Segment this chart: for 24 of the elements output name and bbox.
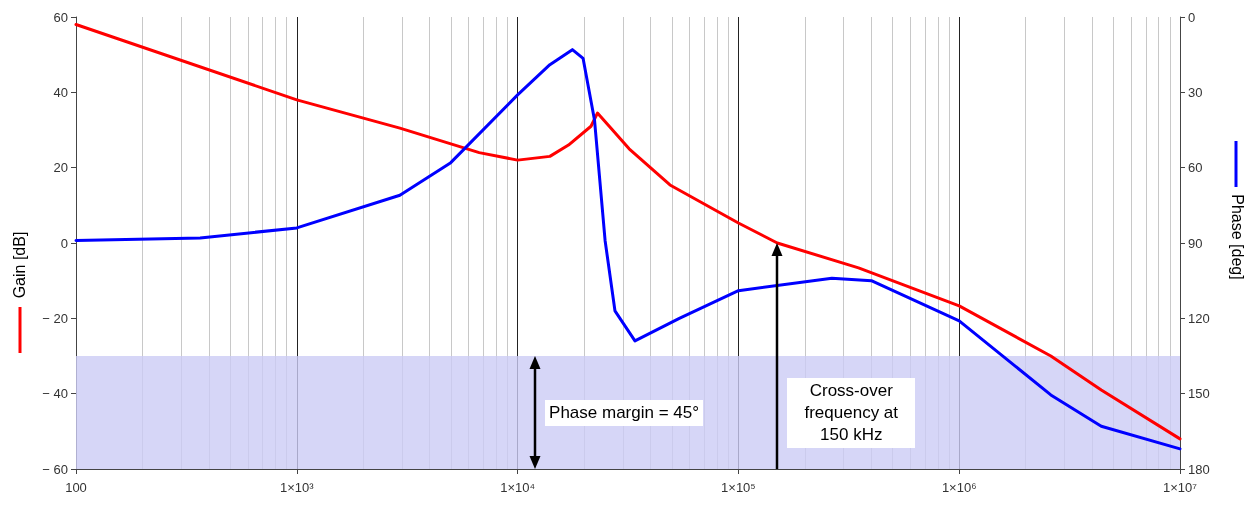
y2-tick-label: 0 xyxy=(1188,9,1196,25)
x-tick-label: 1×10³ xyxy=(279,480,315,495)
x-tick-label: 1×10⁴ xyxy=(500,480,536,495)
y2-tick-label: 180 xyxy=(1188,461,1210,477)
y2-tick-label: 150 xyxy=(1188,386,1210,402)
y2-tick-label: 120 xyxy=(1188,310,1210,326)
y2-axis-title: Phase [deg] xyxy=(1227,194,1246,280)
x-tick-label: 1×10⁵ xyxy=(721,480,756,495)
y-tick-label: 0 xyxy=(60,235,68,251)
ref-line-label: Cross-over frequency at 150 kHz xyxy=(787,377,916,448)
x-tick-label: 1×10⁶ xyxy=(941,480,977,495)
y2-tick-label: 30 xyxy=(1188,84,1203,100)
annotation: Phase margin = 45° xyxy=(545,399,704,426)
y-tick-label: 40 xyxy=(53,84,68,100)
x-tick-label: 100 xyxy=(65,480,87,495)
y-tick-label: − 20 xyxy=(42,310,68,326)
y-tick-label: 20 xyxy=(53,160,68,176)
y-tick-label: − 40 xyxy=(42,386,68,402)
y-axis-title: Gain [dB] xyxy=(10,231,29,299)
x-tick-label: 1×10⁷ xyxy=(1163,480,1198,495)
y2-tick-label: 90 xyxy=(1188,235,1203,251)
y-tick-label: − 60 xyxy=(42,461,68,477)
y-tick-label: 60 xyxy=(53,9,68,25)
y2-tick-label: 60 xyxy=(1188,160,1203,176)
